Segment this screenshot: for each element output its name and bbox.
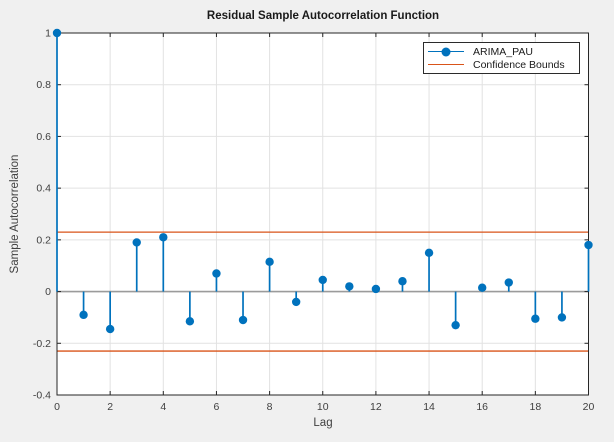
y-tick-label: 1 [45,28,51,40]
stem-marker[interactable] [584,240,593,250]
stem-marker[interactable] [105,324,115,334]
stem-marker[interactable] [345,282,354,291]
x-tick-label: 6 [214,401,220,413]
stem-marker[interactable] [478,283,487,292]
stem-marker[interactable] [265,257,274,267]
stem-marker[interactable] [238,315,248,325]
stem-marker[interactable] [159,233,168,242]
y-tick-label: 0.2 [36,234,51,246]
legend-label-confidence: Confidence Bounds [473,58,565,71]
stem-marker[interactable] [557,313,567,322]
chart-title: Residual Sample Autocorrelation Function [206,10,440,22]
y-tick-label: -0.4 [33,390,51,402]
stem-marker[interactable] [504,278,513,287]
stem-marker[interactable] [132,238,141,247]
legend-entry-confidence[interactable]: Confidence Bounds [424,58,579,71]
legend-sample-confidence [424,64,468,65]
y-tick-label: 0.6 [36,131,51,143]
stem-marker[interactable] [451,320,460,330]
x-tick-label: 10 [317,401,329,413]
stem-marker[interactable] [79,310,88,320]
stem-marker[interactable] [371,284,381,294]
y-tick-label: 0 [45,286,51,298]
x-tick-label: 8 [267,401,273,413]
stem-marker[interactable] [424,248,434,257]
x-tick-label: 20 [583,401,595,413]
stem-marker[interactable] [291,297,301,307]
stem-marker[interactable] [398,277,407,286]
circle-marker-icon [441,47,451,56]
x-tick-label: 2 [107,401,113,413]
x-tick-label: 18 [530,401,542,413]
y-tick-label: 0.4 [36,183,51,195]
legend-entry-arima[interactable]: ARIMA_PAU [424,45,579,58]
stem-marker[interactable] [318,275,327,285]
x-tick-label: 16 [476,401,488,413]
x-tick-label: 0 [54,401,60,413]
confidence-line-icon [428,64,464,65]
x-tick-label: 14 [423,401,435,413]
legend-sample-arima [424,47,468,56]
stem-marker[interactable] [185,317,195,326]
x-tick-label: 4 [160,401,166,413]
x-tick-label: 12 [370,401,382,413]
stem-marker[interactable] [531,314,540,323]
stem-marker[interactable] [212,269,221,278]
legend-box[interactable]: ARIMA_PAU Confidence Bounds [423,42,580,74]
y-tick-label: 0.8 [36,79,51,91]
y-tick-label: -0.2 [33,338,51,350]
x-axis-label: Lag [313,417,333,429]
legend-label-arima: ARIMA_PAU [473,45,533,58]
stem-marker[interactable] [52,28,62,38]
